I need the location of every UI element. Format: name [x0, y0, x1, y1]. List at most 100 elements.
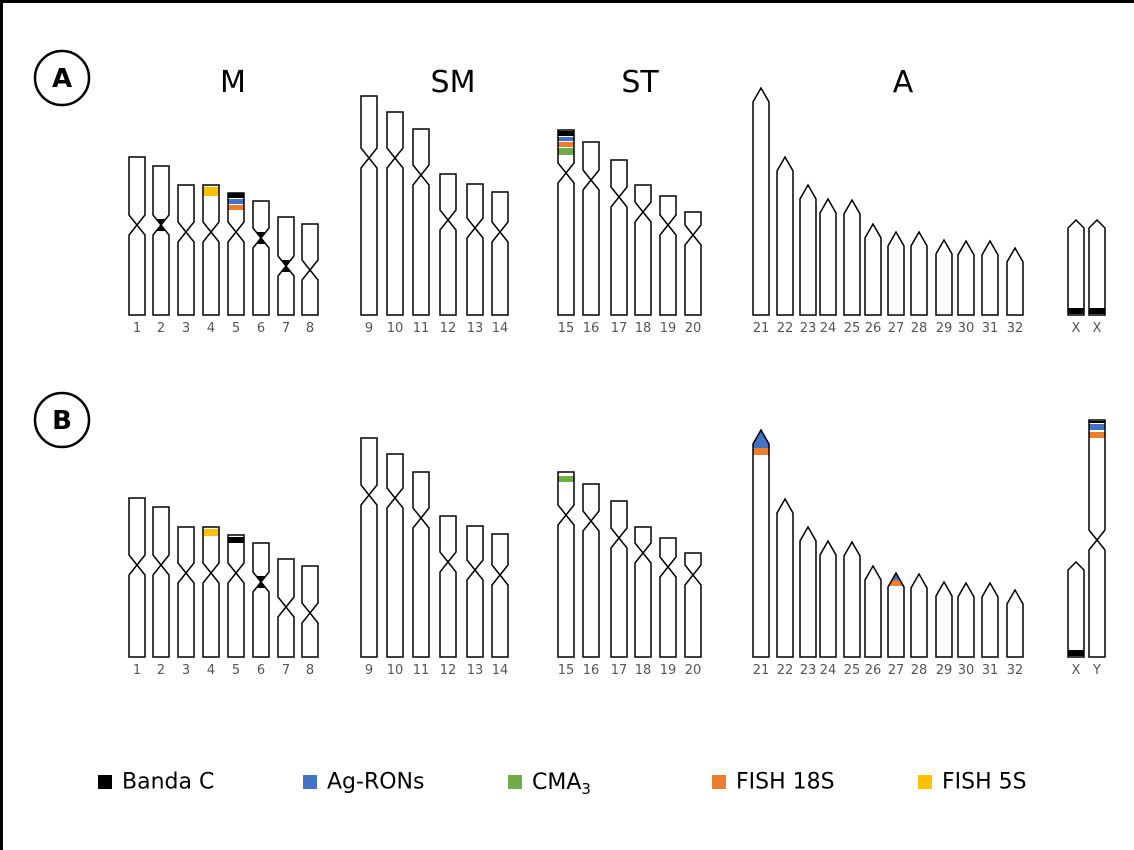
panel-label: A — [52, 64, 72, 94]
chromosome-number: 3 — [182, 663, 190, 678]
chromosome-body — [228, 193, 244, 315]
chromosome — [252, 542, 270, 658]
chromosome-body — [820, 199, 836, 315]
chromosome-number: 4 — [207, 321, 215, 336]
chromosome-body — [253, 543, 269, 657]
chromosome-outline — [1006, 246, 1024, 316]
chromosome-number: 25 — [844, 321, 861, 336]
chromosome — [864, 222, 882, 316]
chromosome-outline — [360, 95, 378, 316]
chromosome-number: 15 — [558, 321, 575, 336]
chromosome-outline — [819, 539, 837, 658]
chromosomes — [128, 86, 1106, 658]
chromosome-body — [1089, 220, 1105, 315]
chromosome-outline — [634, 184, 652, 316]
chromosome-body — [467, 184, 483, 315]
chromosome-number: 24 — [820, 321, 837, 336]
chromosome — [634, 526, 652, 658]
chromosome-number: 27 — [888, 663, 905, 678]
chromosome-number: 14 — [492, 663, 509, 678]
chromosome — [439, 173, 457, 316]
band — [558, 148, 574, 155]
chromosome — [582, 483, 600, 658]
chromosome — [412, 471, 430, 658]
chromosome — [752, 428, 770, 658]
chromosome-body — [958, 583, 974, 657]
chromosome-outline — [843, 198, 861, 316]
chromosome-number: 10 — [387, 663, 404, 678]
band — [203, 529, 219, 536]
chromosome-outline — [843, 540, 861, 658]
legend-label: FISH 5S — [942, 770, 1027, 795]
chromosome-outline — [1067, 560, 1085, 658]
panel-label: B — [52, 406, 72, 436]
chromosome-outline — [152, 506, 170, 658]
chromosome-body — [1068, 562, 1084, 657]
chromosome-body — [911, 574, 927, 657]
chromosome-number: 32 — [1007, 663, 1024, 678]
band — [228, 193, 244, 198]
chromosome-outline — [659, 537, 677, 658]
chromosome-outline — [227, 192, 245, 316]
chromosome-body — [253, 201, 269, 315]
chromosome-body — [387, 454, 403, 657]
chromosome-outline — [776, 497, 794, 658]
chromosome-outline — [610, 159, 628, 316]
chromosome-body — [302, 566, 318, 657]
chromosome — [386, 453, 404, 658]
chromosome-outline — [582, 483, 600, 658]
chromosome-body — [611, 160, 627, 315]
chromosome-number: 10 — [387, 321, 404, 336]
chromosome-number: X — [1093, 321, 1102, 336]
chromosome-outline — [439, 515, 457, 658]
chromosome — [202, 184, 220, 316]
panel-badge — [33, 49, 91, 107]
chromosome-body — [958, 241, 974, 315]
chromosome-outline — [360, 437, 378, 658]
chromosome — [1088, 419, 1106, 658]
chromosome-body — [1068, 220, 1084, 315]
chromosome-outline — [957, 581, 975, 658]
band — [558, 142, 574, 147]
chromosome-number: 8 — [306, 663, 314, 678]
chromosome-body — [844, 200, 860, 315]
chromosome-outline — [610, 500, 628, 658]
chromosome-number: 11 — [413, 321, 430, 336]
chromosome-body — [777, 499, 793, 657]
chromosome-number: 1 — [133, 321, 141, 336]
chromosome — [466, 183, 484, 316]
chromosome-number: 18 — [635, 321, 652, 336]
chromosome-number: 19 — [660, 663, 677, 678]
chromosome — [152, 165, 170, 316]
legend-label-subscript: 3 — [581, 780, 591, 798]
chromosome-number: 13 — [467, 321, 484, 336]
chromosome — [610, 159, 628, 316]
band — [1068, 650, 1084, 656]
chromosome-outline — [935, 580, 953, 658]
band — [558, 137, 574, 141]
chromosome-body — [936, 582, 952, 657]
chromosome-number: 30 — [958, 321, 975, 336]
chromosome — [910, 230, 928, 316]
chromosome-body — [583, 484, 599, 657]
chromosome-number: 5 — [232, 663, 240, 678]
chromosome-body — [413, 472, 429, 657]
band — [1068, 308, 1084, 314]
chromosome-number: Y — [1092, 663, 1101, 678]
band — [203, 187, 219, 196]
chromosome-body — [820, 541, 836, 657]
chromosome-outline — [684, 552, 702, 658]
chromosome-body — [129, 498, 145, 657]
chromosome-number: 16 — [583, 663, 600, 678]
chromosome-outline — [819, 197, 837, 316]
chromosome — [957, 581, 975, 658]
chromosome-outline — [386, 111, 404, 316]
chromosome-body — [660, 538, 676, 657]
panel-badge — [33, 391, 91, 449]
chromosome-body — [888, 573, 904, 657]
chromosome-outline — [910, 572, 928, 658]
chromosome-body — [278, 217, 294, 315]
chromosome — [557, 471, 575, 658]
legend-label: Banda C — [122, 770, 214, 795]
